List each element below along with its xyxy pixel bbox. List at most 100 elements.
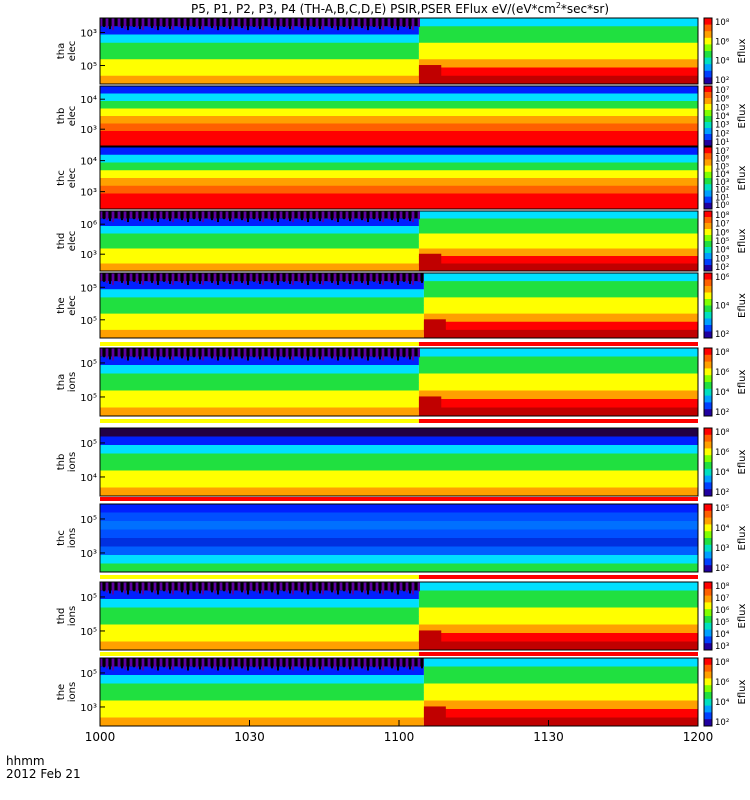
- noise-column: [367, 582, 369, 595]
- colorbar-segment: [704, 159, 712, 167]
- spectrogram-band: [100, 59, 419, 68]
- noise-column: [286, 348, 288, 359]
- noise-column: [199, 582, 201, 594]
- noise-column: [106, 18, 108, 29]
- y-tick-label: 10³: [80, 188, 97, 199]
- noise-column: [256, 18, 258, 29]
- noise-column: [157, 273, 159, 285]
- noise-column: [391, 273, 393, 283]
- spectrogram-band: [100, 26, 419, 35]
- spectrogram-band: [100, 487, 698, 497]
- noise-column: [391, 211, 393, 221]
- noise-column: [418, 211, 420, 220]
- noise-column: [286, 18, 288, 29]
- noise-column: [304, 211, 306, 222]
- colorbar-tick-label: 10⁴: [715, 302, 730, 312]
- noise-column: [202, 582, 204, 595]
- noise-column: [418, 273, 420, 282]
- noise-column: [322, 348, 324, 361]
- noise-column: [217, 18, 219, 31]
- noise-column: [133, 658, 135, 668]
- noise-column: [310, 348, 312, 357]
- spectrogram-band: [100, 709, 424, 718]
- colorbar-segment: [704, 259, 712, 266]
- noise-column: [265, 582, 267, 591]
- noise-column: [145, 18, 147, 26]
- noise-column: [127, 582, 129, 595]
- noise-column: [331, 658, 333, 669]
- noise-column: [268, 18, 270, 27]
- noise-column: [310, 273, 312, 281]
- noise-column: [376, 348, 378, 359]
- colorbar-segment: [704, 622, 712, 631]
- noise-column: [301, 348, 303, 359]
- noise-column: [388, 582, 390, 592]
- flag-yellow: [100, 652, 419, 656]
- noise-column: [211, 273, 213, 283]
- colorbar-segment: [704, 178, 712, 185]
- noise-column: [205, 18, 207, 26]
- noise-column: [316, 211, 318, 221]
- spectrogram-band: [418, 256, 698, 264]
- spectrogram-band: [418, 233, 698, 242]
- noise-column: [226, 273, 228, 283]
- colorbar-segment: [704, 402, 712, 410]
- burst-block: [418, 396, 442, 411]
- noise-column: [187, 582, 189, 595]
- colorbar-tick-label: 10⁶: [715, 273, 730, 283]
- colorbar-segment: [704, 229, 712, 236]
- colorbar-label: Eflux: [737, 165, 748, 190]
- noise-column: [376, 582, 378, 593]
- noise-column: [118, 658, 120, 668]
- noise-column: [244, 348, 246, 360]
- noise-column: [301, 18, 303, 29]
- colorbar-tick-label: 10⁶: [715, 606, 730, 616]
- noise-column: [109, 658, 111, 670]
- noise-column: [130, 658, 132, 667]
- y-tick-label: 10⁵: [80, 627, 97, 638]
- noise-column: [403, 211, 405, 220]
- colorbar-segment: [704, 434, 712, 443]
- noise-column: [316, 273, 318, 283]
- noise-column: [253, 273, 255, 282]
- noise-column: [169, 18, 171, 30]
- colorbar-segment: [704, 241, 712, 248]
- colorbar-tick-label: 10³: [715, 254, 729, 264]
- colorbar-label: Eflux: [737, 293, 748, 318]
- flag-red: [418, 342, 698, 346]
- noise-column: [298, 273, 300, 282]
- noise-column: [154, 348, 156, 360]
- noise-column: [190, 211, 192, 219]
- noise-column: [118, 18, 120, 27]
- figure-title: P5, P1, P2, P3, P4 (TH-A,B,C,D,E) PSIR,P…: [191, 1, 609, 16]
- noise-column: [166, 18, 168, 29]
- noise-column: [367, 348, 369, 361]
- colorbar-segment: [704, 140, 712, 147]
- noise-column: [352, 582, 354, 595]
- noise-column: [235, 658, 237, 667]
- colorbar-segment: [704, 44, 712, 52]
- noise-column: [208, 273, 210, 282]
- noise-column: [352, 273, 354, 285]
- colorbar-label: Eflux: [737, 103, 748, 128]
- noise-column: [358, 273, 360, 282]
- noise-column: [268, 658, 270, 668]
- y-tick-label: 10³: [80, 549, 97, 560]
- noise-column: [361, 582, 363, 593]
- noise-column: [370, 658, 372, 667]
- noise-column: [307, 348, 309, 361]
- spectrogram-band: [418, 633, 698, 642]
- noise-column: [277, 658, 279, 671]
- noise-column: [244, 582, 246, 594]
- noise-column: [292, 348, 294, 361]
- noise-column: [406, 18, 408, 29]
- noise-column: [400, 582, 402, 591]
- noise-column: [370, 582, 372, 591]
- noise-column: [163, 582, 165, 592]
- colorbar-segment: [704, 504, 712, 512]
- y-tick-label: 10³: [80, 703, 97, 714]
- spectrogram-band: [418, 51, 698, 60]
- noise-column: [235, 211, 237, 219]
- noise-column: [163, 211, 165, 220]
- noise-column: [277, 582, 279, 595]
